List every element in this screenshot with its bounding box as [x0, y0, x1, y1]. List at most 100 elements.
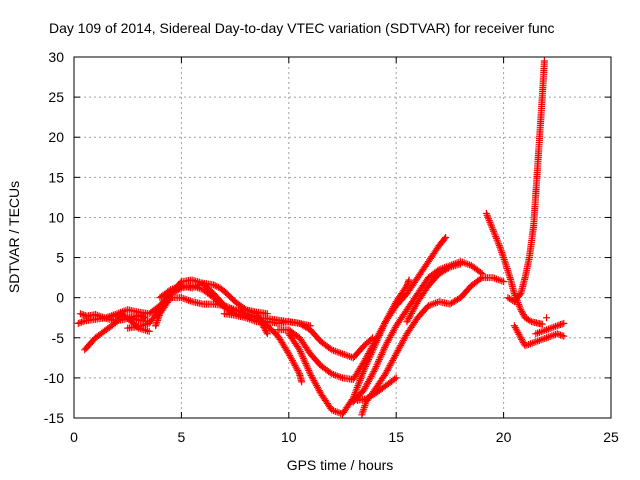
- data-point: [299, 354, 307, 362]
- data-point: [360, 403, 368, 411]
- data-point: [375, 333, 383, 341]
- chart-title: Day 109 of 2014, Sidereal Day-to-day VTE…: [49, 20, 555, 36]
- data-point: [477, 275, 485, 283]
- data-point: [362, 361, 370, 369]
- data-point: [365, 356, 373, 364]
- axis-ticks: 0 5 10 15 20 25 -15 -10 -5 0 5 10 15 20 25 30: [44, 49, 619, 445]
- data-point: [405, 276, 413, 284]
- data-point: [78, 318, 86, 326]
- data-point: [76, 319, 84, 327]
- data-point: [380, 345, 388, 353]
- data-point: [370, 368, 378, 376]
- data-point: [303, 363, 311, 371]
- data-point: [262, 327, 270, 335]
- data-point: [361, 364, 369, 372]
- y-tick-label: -10: [44, 370, 64, 386]
- data-point: [363, 359, 371, 367]
- data-point: [367, 335, 375, 343]
- data-point: [358, 411, 366, 419]
- data-point: [80, 311, 88, 319]
- data-markers: [74, 57, 568, 419]
- data-point: [371, 340, 379, 348]
- data-point: [213, 282, 221, 290]
- data-point: [145, 327, 153, 335]
- data-point: [555, 321, 563, 329]
- x-tick-label: 10: [281, 429, 297, 445]
- data-point: [297, 349, 305, 357]
- data-point: [364, 357, 372, 365]
- grid-lines: [74, 57, 611, 418]
- y-tick-label: 10: [48, 209, 64, 225]
- data-point: [377, 328, 385, 336]
- data-point: [79, 318, 87, 326]
- data-point: [369, 345, 377, 353]
- data-point: [557, 321, 565, 329]
- data-point: [155, 311, 163, 319]
- x-tick-label: 25: [603, 429, 619, 445]
- data-point: [371, 366, 379, 374]
- data-point: [366, 352, 374, 360]
- data-point: [377, 352, 385, 360]
- data-point: [441, 235, 449, 243]
- data-point: [262, 328, 270, 336]
- data-point: [373, 361, 381, 369]
- y-tick-label: -15: [44, 410, 64, 426]
- data-point: [365, 354, 373, 362]
- data-point: [375, 357, 383, 365]
- data-point: [359, 407, 367, 415]
- data-point: [371, 364, 379, 372]
- data-point: [298, 378, 306, 386]
- data-point: [302, 361, 310, 369]
- x-tick-label: 15: [388, 429, 404, 445]
- data-point: [295, 368, 303, 376]
- y-tick-label: 25: [48, 89, 64, 105]
- data-point: [374, 335, 382, 343]
- data-point: [442, 234, 450, 241]
- data-point: [374, 359, 382, 367]
- data-point: [519, 337, 527, 345]
- data-point: [298, 351, 306, 359]
- data-point: [302, 360, 310, 368]
- data-point: [263, 330, 271, 338]
- data-point: [371, 342, 379, 350]
- data-point: [211, 282, 219, 290]
- data-point: [477, 268, 485, 276]
- data-point: [517, 306, 525, 314]
- data-point: [358, 409, 366, 417]
- data-point: [367, 350, 375, 358]
- data-point: [495, 242, 503, 250]
- data-point: [376, 330, 384, 338]
- data-point: [155, 313, 163, 321]
- data-point: [368, 347, 376, 355]
- data-point: [499, 252, 507, 260]
- data-point: [368, 349, 376, 357]
- data-point: [152, 322, 160, 330]
- data-point: [526, 317, 534, 325]
- y-tick-label: 20: [48, 129, 64, 145]
- data-point: [500, 278, 508, 286]
- x-tick-label: 5: [178, 429, 186, 445]
- data-point: [372, 362, 380, 370]
- data-point: [498, 248, 506, 256]
- data-point: [305, 366, 313, 374]
- data-point: [543, 314, 551, 322]
- data-point: [498, 250, 506, 258]
- y-axis-label: SDTVAR / TECUs: [6, 181, 22, 293]
- plot-frame: [73, 56, 612, 419]
- data-point: [378, 350, 386, 358]
- data-point: [378, 326, 386, 334]
- data-point: [76, 310, 84, 318]
- data-point: [558, 320, 566, 328]
- data-point: [360, 366, 368, 374]
- data-point: [153, 318, 161, 326]
- data-point: [154, 315, 162, 323]
- data-point: [560, 332, 568, 340]
- data-point: [210, 281, 218, 289]
- data-point: [379, 347, 387, 355]
- y-tick-label: 5: [56, 250, 64, 266]
- data-point: [557, 331, 565, 339]
- data-point: [519, 339, 527, 347]
- data-point: [519, 311, 527, 319]
- data-point: [560, 319, 568, 327]
